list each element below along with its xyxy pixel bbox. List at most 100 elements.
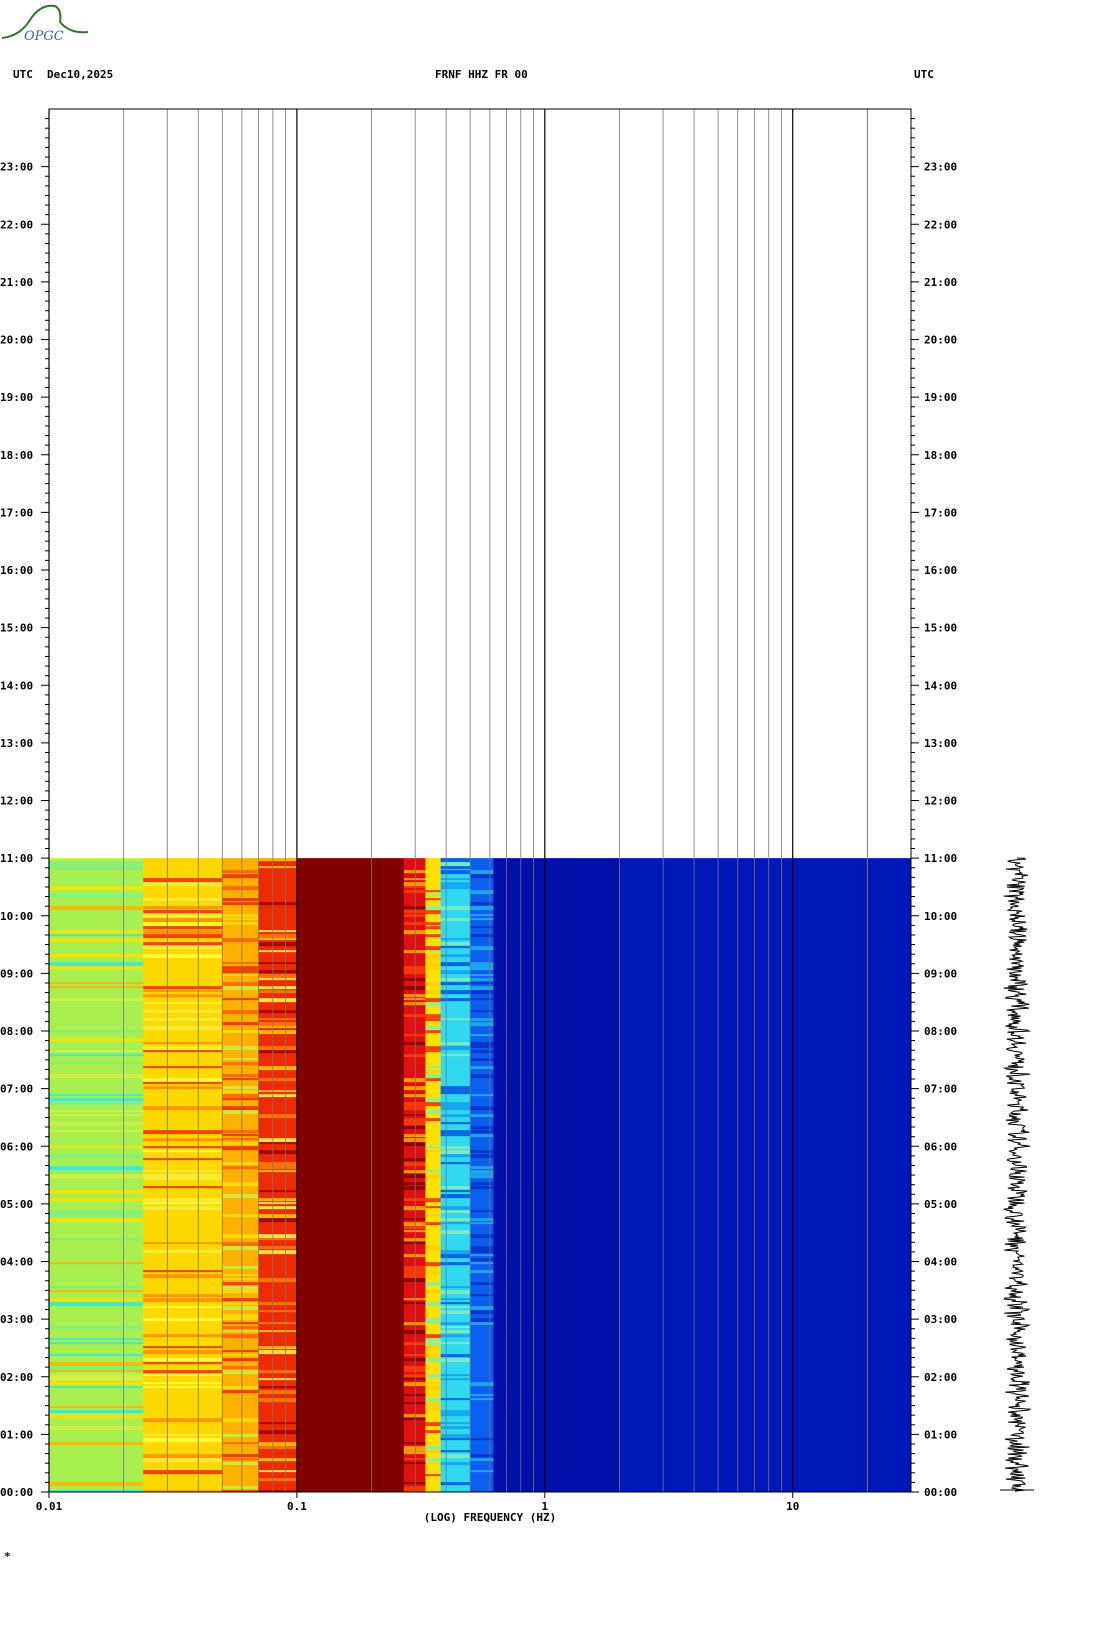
heatmap-stripe-343: [425, 906, 441, 911]
heatmap-stripe-13: [49, 986, 144, 989]
heatmap-stripe-169: [222, 1246, 259, 1251]
heatmap-stripe-394: [425, 1358, 441, 1363]
heatmap-stripe-247: [258, 1330, 297, 1333]
heatmap-stripe-267: [403, 890, 426, 894]
heatmap-stripe-127: [222, 870, 259, 874]
heatmap-stripe-186: [222, 1354, 259, 1357]
seismogram-trace: [1000, 857, 1034, 1492]
y-tick-label-left: 01:00: [0, 1428, 33, 1441]
heatmap-stripe-210: [258, 974, 297, 979]
heatmap-stripe-271: [403, 922, 426, 926]
heatmap-stripe-7: [49, 934, 144, 937]
heatmap-stripe-100: [143, 1198, 223, 1203]
footnote-mark: *: [4, 1550, 11, 1563]
heatmap-stripe-231: [258, 1166, 297, 1170]
heatmap-stripe-381: [425, 1246, 441, 1251]
heatmap-stripe-148: [222, 1062, 259, 1066]
y-tick-label-right: 05:00: [924, 1198, 957, 1211]
heatmap-stripe-422: [440, 970, 471, 975]
x-tick-label: 10: [786, 1500, 799, 1513]
heatmap-stripe-4: [49, 894, 144, 898]
heatmap-stripe-84: [143, 1046, 223, 1051]
y-tick-label-left: 20:00: [0, 334, 33, 347]
heatmap-stripe-281: [403, 1014, 426, 1018]
heatmap-stripe-357: [425, 1002, 441, 1007]
heatmap-stripe-99: [143, 1186, 223, 1189]
heatmap-stripe-219: [258, 1030, 297, 1035]
heatmap-stripe-262: [258, 1490, 297, 1492]
y-tick-label-right: 19:00: [924, 391, 957, 404]
heatmap-stripe-509: [470, 1106, 494, 1111]
heatmap-stripe-63: [143, 882, 223, 887]
heatmap-stripe-255: [258, 1422, 297, 1425]
heatmap-stripe-484: [470, 906, 494, 911]
time-axis: 00:00 00:00 01:00 01:00 02:00 02:00 03:00 03:00…: [0, 118, 957, 1499]
heatmap-stripe-487: [470, 926, 494, 929]
heatmap-stripe-292: [403, 1122, 426, 1126]
y-tick-label-right: 15:00: [924, 622, 957, 635]
heatmap-stripe-376: [425, 1174, 441, 1179]
heatmap-stripe-348: [425, 946, 441, 951]
heatmap-stripe-349: [425, 950, 441, 953]
heatmap-stripe-333: [403, 1446, 426, 1451]
station-label: FRNF HHZ FR 00: [435, 68, 528, 81]
heatmap-stripe-270: [403, 914, 426, 918]
heatmap-stripe-316: [403, 1298, 426, 1301]
heatmap-stripe-534: [470, 1310, 494, 1315]
heatmap-stripe-273: [403, 950, 426, 954]
heatmap-stripe-440: [440, 1150, 471, 1155]
y-tick-label-right: 17:00: [924, 506, 957, 519]
heatmap-stripe-293: [403, 1126, 426, 1130]
heatmap-stripe-379: [425, 1214, 441, 1217]
heatmap-stripe-369: [425, 1098, 441, 1103]
heatmap-stripe-286: [403, 1086, 426, 1091]
heatmap-stripe-238: [258, 1218, 297, 1223]
heatmap-stripe-132: [222, 914, 259, 918]
heatmap-stripe-5: [49, 906, 144, 911]
heatmap-stripe-415: [440, 906, 471, 911]
heatmap-stripe-221: [258, 1050, 297, 1054]
heatmap-stripe-522: [470, 1218, 494, 1222]
heatmap-stripe-146: [222, 1046, 259, 1051]
heatmap-stripe-180: [222, 1318, 259, 1321]
heatmap-stripe-243: [258, 1278, 297, 1283]
heatmap-stripe-414: [440, 886, 471, 890]
heatmap-stripe-36: [49, 1214, 144, 1218]
heatmap-stripe-251: [258, 1378, 297, 1381]
heatmap-stripe-143: [222, 1010, 259, 1015]
heatmap-stripe-199: [222, 1490, 259, 1492]
heatmap-stripe-95: [143, 1158, 223, 1161]
heatmap-stripe-23: [49, 1102, 144, 1106]
heatmap-stripe-309: [403, 1238, 426, 1242]
heatmap-stripe-284: [403, 1054, 426, 1058]
heatmap-stripe-489: [470, 946, 494, 951]
heatmap-stripe-145: [222, 1030, 259, 1034]
heatmap-stripe-177: [222, 1302, 259, 1306]
y-tick-label-left: 13:00: [0, 737, 33, 750]
heatmap-stripe-389: [425, 1334, 441, 1339]
heatmap-stripe-90: [143, 1106, 223, 1111]
heatmap-stripe-197: [222, 1462, 259, 1466]
heatmap-stripe-478: [440, 1462, 471, 1466]
heatmap-stripe-242: [258, 1250, 297, 1255]
heatmap-stripe-211: [258, 978, 297, 981]
y-tick-label-right: 21:00: [924, 276, 957, 289]
heatmap-stripe-54: [49, 1386, 144, 1389]
heatmap-stripe-336: [403, 1462, 426, 1465]
heatmap-stripe-72: [143, 934, 223, 939]
heatmap-stripe-520: [470, 1186, 494, 1190]
heatmap-stripe-174: [222, 1286, 259, 1291]
heatmap-stripe-448: [440, 1218, 471, 1222]
heatmap-stripe-535: [470, 1318, 494, 1323]
heatmap-stripe-370: [425, 1102, 441, 1107]
heatmap-stripe-474: [440, 1434, 471, 1439]
heatmap-stripe-47: [49, 1354, 144, 1357]
heatmap-stripe-170: [222, 1266, 259, 1270]
heatmap-band-10: [619, 858, 911, 1492]
heatmap-stripe-539: [470, 1398, 494, 1401]
heatmap-stripe-135: [222, 938, 259, 943]
heatmap-stripe-112: [143, 1346, 223, 1349]
y-tick-label-left: 18:00: [0, 449, 33, 462]
logo-text: OPGC: [24, 29, 64, 44]
heatmap-stripe-207: [258, 950, 297, 953]
